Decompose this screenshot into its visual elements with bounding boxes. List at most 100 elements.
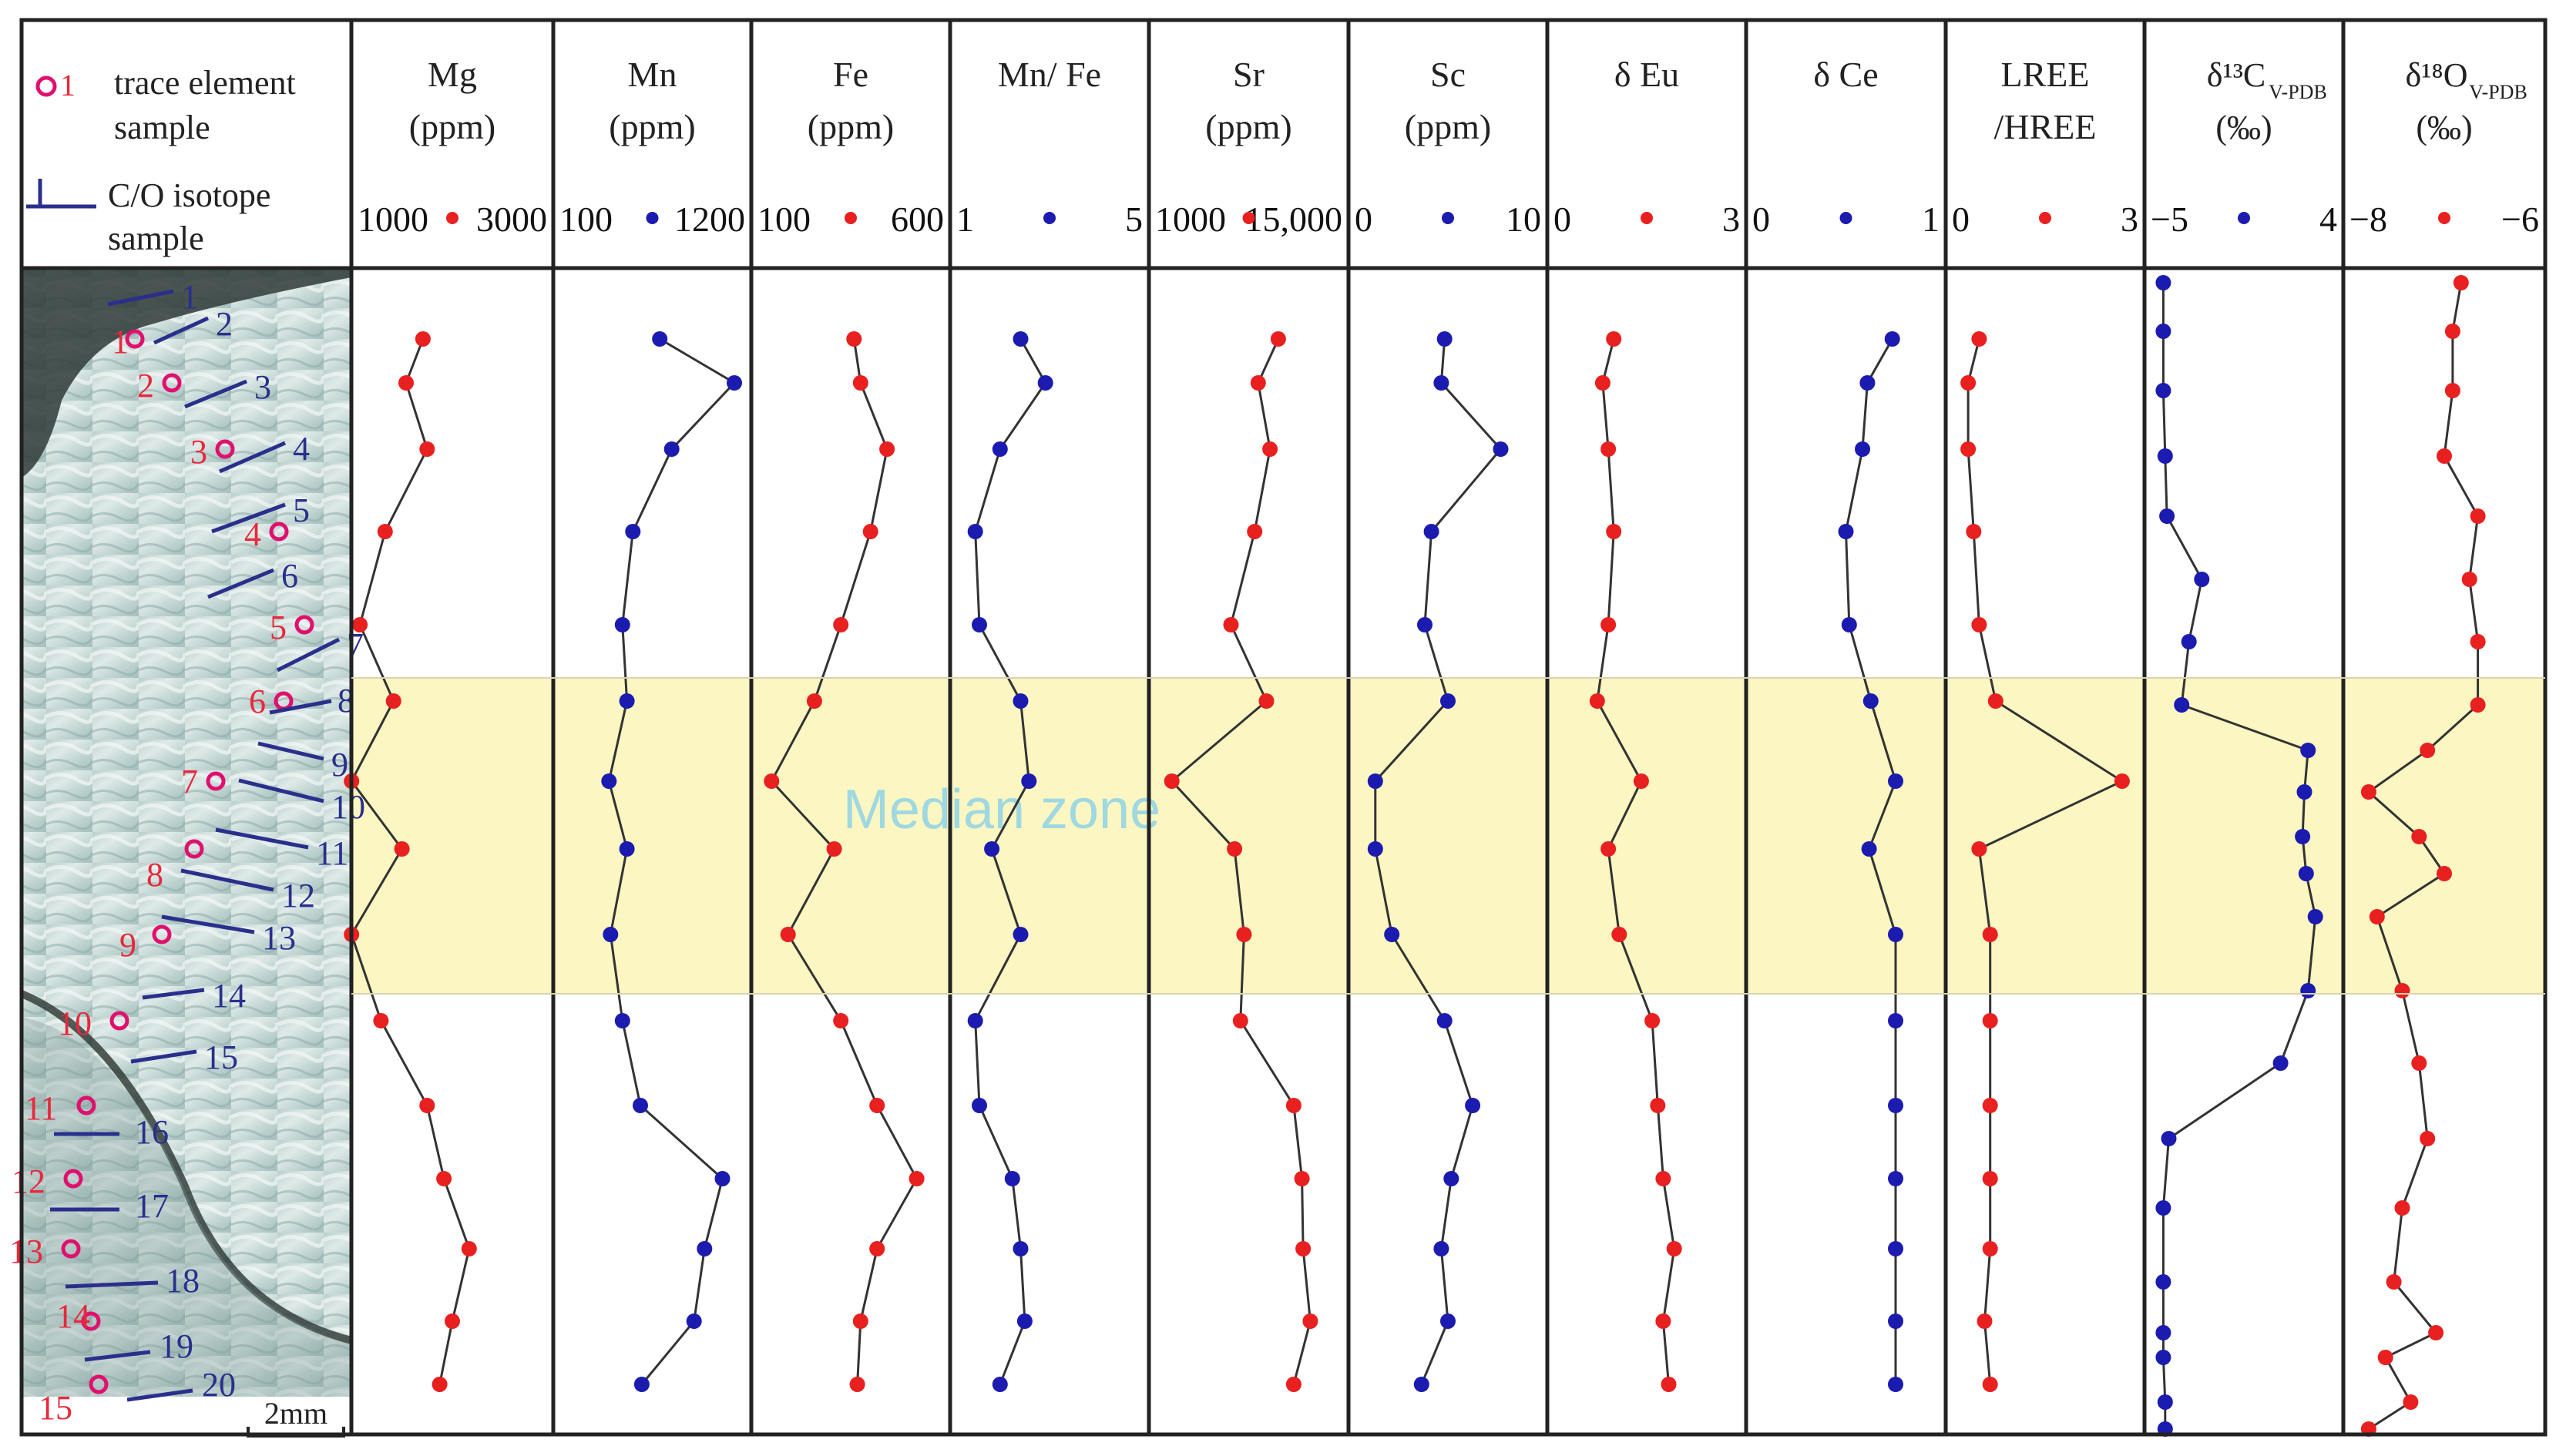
data-point-c13-5 [2159,508,2175,524]
data-point-fe-7 [764,773,780,789]
data-point-mnfe-7 [1021,773,1037,789]
data-point-ce-2 [1859,375,1876,391]
trace-sample-label: 5 [270,609,287,646]
trace-sample-label: 12 [12,1162,45,1200]
data-point-ce-8 [1861,841,1877,857]
data-point-c13-9 [2300,743,2316,758]
data-point-mn-15 [633,1377,650,1392]
data-point-ce-14 [1888,1313,1903,1329]
isotope-sample-label: 5 [293,491,310,529]
trace-sample-symbol [35,75,57,97]
data-point-mnfe-3 [992,441,1008,457]
panel-title-symbol: δ¹³C [2207,56,2265,94]
axis-min-label: −8 [2349,200,2387,239]
axis-max-label: 3 [1722,200,1740,239]
axis-max-label: 5 [1125,200,1143,239]
isotope-sample-marker [211,502,286,534]
data-point-o18-19 [2428,1325,2444,1340]
scale-bar-label: 2mm [264,1396,327,1431]
panel-title-line: (ppm) [1405,107,1491,146]
legend-iso-line2: sample [108,220,204,257]
panel-title-line: (ppm) [609,107,695,146]
series-line-c13 [2161,283,2317,1429]
isotope-sample-symbol [26,179,96,209]
data-point-ree-3 [1960,441,1977,457]
data-point-c13-17 [2155,1200,2171,1216]
isotope-sample-label: 6 [281,557,298,595]
data-point-eu-10 [1644,1013,1661,1028]
data-point-mg-2 [398,375,414,391]
data-point-ree-4 [1966,524,1982,539]
data-point-fe-10 [833,1013,849,1028]
axis-max-label: 600 [891,200,944,239]
data-point-mn-11 [633,1098,648,1113]
data-point-mn-14 [686,1313,702,1329]
axis-color-dot [1043,212,1056,224]
data-point-ree-1 [1971,331,1987,347]
data-point-mn-2 [727,375,742,391]
data-point-mn-4 [625,524,641,539]
isotope-sample-marker [219,441,286,474]
data-point-mn-5 [614,617,630,632]
axis-color-dot [1839,212,1852,224]
data-point-eu-14 [1655,1313,1671,1329]
panel-title-line: (ppm) [1205,107,1291,146]
panel-ree-title: LREE/HREE [1994,55,2097,146]
data-point-mnfe-14 [1016,1313,1033,1329]
panel-title-unit: (‰) [2215,109,2272,146]
data-point-c13-13 [2307,909,2323,924]
data-point-fe-8 [826,841,842,857]
data-point-mg-13 [461,1241,477,1256]
data-point-fe-3 [879,441,895,457]
isotope-sample-marker [257,741,324,761]
data-point-mnfe-15 [992,1377,1008,1392]
isotope-sample-label: 15 [204,1038,238,1076]
data-point-mn-10 [614,1013,630,1028]
axis-min-label: 1 [956,200,974,239]
data-point-fe-11 [869,1098,885,1113]
trace-sample-marker [269,522,289,542]
trace-sample-label: 8 [146,856,163,894]
data-point-mn-7 [601,773,617,789]
isotope-sample-label: 19 [160,1327,193,1365]
data-point-sr-14 [1302,1313,1318,1329]
data-point-ree-6 [1987,693,2003,709]
data-point-sc-10 [1436,1013,1453,1028]
median-zone-band [351,678,2545,994]
axis-max-label: 10 [1506,200,1541,239]
panel-title-line: Sr [1233,55,1265,94]
panel-sc: Sc (ppm) 0 10 [1355,55,1541,1392]
data-point-sc-6 [1440,693,1456,709]
trace-sample-marker [81,1311,101,1331]
trace-sample-marker [162,373,182,393]
panel-c13-title: δ¹³C V-PDB (‰) [2207,56,2327,146]
panel-mg-title: Mg (ppm) [409,55,495,146]
data-point-mnfe-4 [967,524,983,539]
isotope-sample-marker [107,289,174,307]
data-point-fe-15 [849,1377,865,1392]
data-point-sr-11 [1285,1098,1302,1113]
panel-ce: δ Ce 0 1 [1752,55,1940,1392]
axis-color-dot [2238,212,2250,224]
trace-sample-label: 13 [9,1233,43,1270]
trace-sample-label: 7 [181,763,198,800]
panel-sc-title: Sc (ppm) [1405,55,1491,146]
data-point-ce-5 [1841,617,1857,632]
data-point-mn-1 [652,331,668,347]
trace-sample-marker [76,1095,96,1115]
panel-title-unit: (‰) [2416,109,2472,146]
data-point-sc-13 [1433,1241,1449,1256]
trace-sample-label: 11 [25,1089,57,1127]
data-point-mnfe-1 [1013,331,1029,347]
isotope-sample-marker [238,778,324,803]
panel-fe: Fe (ppm) 100 600 [757,55,944,1392]
isotope-sample-label: 18 [166,1262,200,1300]
axis-min-label: 0 [1355,200,1372,239]
panel-sr: Sr (ppm) 1000 15,000 [1155,55,1342,1392]
panel-title-line: /HREE [1994,107,2097,146]
isotope-sample-label: 3 [254,368,271,406]
data-point-c13-7 [2181,634,2197,649]
panel-title-line: (ppm) [409,107,495,146]
isotope-sample-marker [207,568,274,599]
scale-bar: 2mm [247,1396,345,1438]
